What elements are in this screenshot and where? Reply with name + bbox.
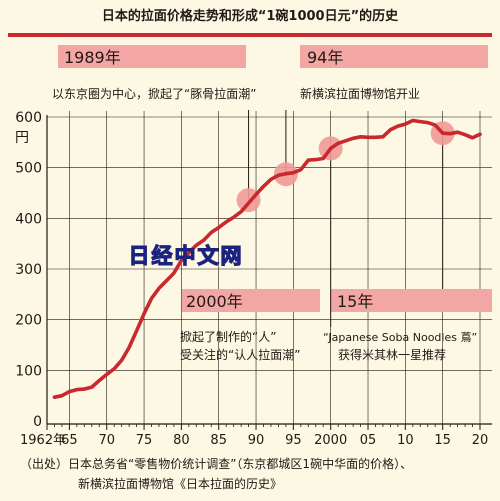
year-label-2000: 2000年 bbox=[186, 292, 243, 311]
x-tick-label-2005: 05 bbox=[360, 433, 377, 448]
y-tick-label-0: 0 bbox=[33, 414, 42, 430]
year-box-2000 bbox=[182, 289, 320, 312]
source-line-1: （出处）日本总务省“零售物价统计调查”（东京都城区1碗中华面的价格）、 bbox=[20, 456, 412, 471]
x-tick-label-2000: 2000 bbox=[314, 433, 347, 448]
series-line-group bbox=[52, 118, 482, 400]
x-tick-label-1980: 80 bbox=[173, 433, 190, 448]
y-tick-label-600: 600 bbox=[15, 110, 42, 126]
year-box-94 bbox=[300, 45, 488, 68]
year-box-15 bbox=[330, 289, 492, 312]
gridlines bbox=[47, 111, 492, 424]
note-94: 新横滨拉面博物馆开业 bbox=[300, 86, 420, 101]
y-tick-label-100: 100 bbox=[15, 363, 42, 379]
x-tick-label-2020: 20 bbox=[472, 433, 489, 448]
y-tick-label-500: 500 bbox=[15, 161, 42, 177]
note-15-line2: 获得米其林一星推荐 bbox=[338, 347, 446, 362]
watermark: 日经中文网 bbox=[129, 244, 244, 268]
year-label-94: 94年 bbox=[307, 48, 343, 67]
x-tick-label-1995: 95 bbox=[285, 433, 302, 448]
x-tick-label-1970: 70 bbox=[98, 433, 115, 448]
y-unit-label: 円 bbox=[15, 130, 29, 146]
chart-title: 日本的拉面价格走势和形成“1碗1000日元”的历史 bbox=[102, 8, 399, 24]
note-1989: 以东京圈为中心，掀起了“豚骨拉面潮” bbox=[52, 86, 256, 101]
x-tick-label-1965: 65 bbox=[61, 433, 78, 448]
note-15-line1: “Japanese Soba Noodles 蔦” bbox=[323, 331, 477, 344]
x-tick-label-1975: 75 bbox=[136, 433, 153, 448]
note-2000-line1: 掀起了制作的“人” bbox=[180, 329, 276, 344]
highlight-markers bbox=[236, 121, 455, 213]
y-tick-labels: 0 100 200 300 400 500 600 bbox=[15, 110, 42, 430]
source-line-2: 新横滨拉面博物馆《日本拉面的历史》 bbox=[78, 476, 282, 491]
leader-lines bbox=[248, 110, 444, 327]
x-tick-label-1990: 90 bbox=[248, 433, 265, 448]
note-2000-line2: 受关注的“认人拉面潮” bbox=[180, 347, 300, 362]
y-tick-label-400: 400 bbox=[15, 211, 42, 227]
y-tick-label-300: 300 bbox=[15, 262, 42, 278]
series-line-0 bbox=[52, 118, 482, 400]
x-tick-label-1962: 1962年 bbox=[20, 433, 66, 448]
year-box-1989 bbox=[58, 45, 246, 68]
year-label-15: 15年 bbox=[337, 292, 373, 311]
y-tick-label-200: 200 bbox=[15, 313, 42, 329]
x-tick-label-2015: 15 bbox=[434, 433, 451, 448]
x-tick-label-1985: 85 bbox=[210, 433, 227, 448]
x-tick-label-2010: 10 bbox=[397, 433, 414, 448]
year-label-1989: 1989年 bbox=[64, 48, 121, 67]
